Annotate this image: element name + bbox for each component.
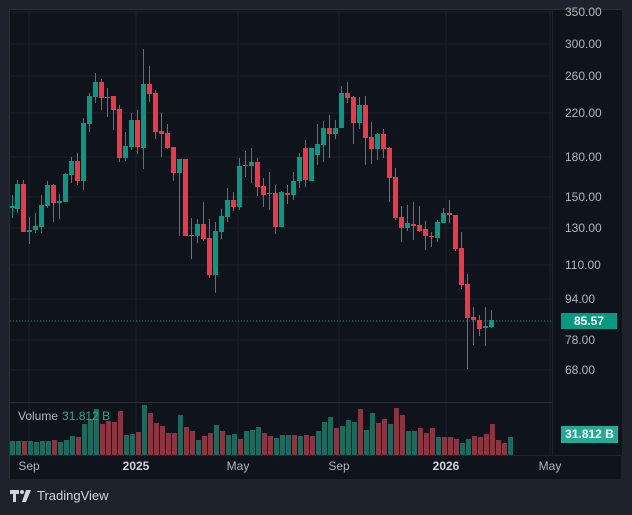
candlestick-series — [10, 10, 552, 402]
tradingview-icon — [10, 489, 31, 502]
volume-legend: Volume 31.812 B — [18, 409, 110, 423]
price-tick-label: 220.00 — [565, 106, 602, 120]
price-tick-label: 300.00 — [565, 37, 602, 51]
price-tick-label: 130.00 — [565, 221, 602, 235]
price-axis[interactable] — [552, 10, 622, 455]
price-tick-label: 78.00 — [565, 333, 596, 347]
price-tick-label: 350.00 — [565, 5, 602, 19]
volume-series — [10, 403, 551, 455]
volume-legend-value: 31.812 B — [62, 409, 111, 423]
volume-pane[interactable] — [10, 403, 552, 455]
time-tick-label: 2026 — [432, 459, 460, 473]
time-tick-label: Sep — [18, 459, 40, 473]
time-tick-label: Sep — [328, 459, 350, 473]
price-tick-label: 150.00 — [565, 190, 602, 204]
tradingview-logo[interactable]: TradingView — [10, 488, 109, 503]
time-tick-label: May — [226, 459, 250, 473]
time-tick-label: 2025 — [122, 459, 150, 473]
brand-name: TradingView — [37, 488, 109, 503]
volume-badge: 31.812 B — [561, 426, 618, 443]
time-tick-label: May — [538, 459, 562, 473]
pane-separator[interactable] — [10, 402, 621, 403]
time-axis[interactable] — [10, 455, 621, 479]
price-tick-label: 260.00 — [565, 69, 602, 83]
price-tick-label: 68.00 — [565, 363, 596, 377]
price-tick-label: 94.00 — [565, 292, 596, 306]
volume-legend-title: Volume — [18, 409, 59, 423]
price-tick-label: 110.00 — [565, 258, 601, 272]
last-price-badge: 85.57 — [561, 313, 617, 329]
price-tick-label: 180.00 — [565, 150, 602, 164]
price-pane[interactable] — [10, 10, 552, 402]
